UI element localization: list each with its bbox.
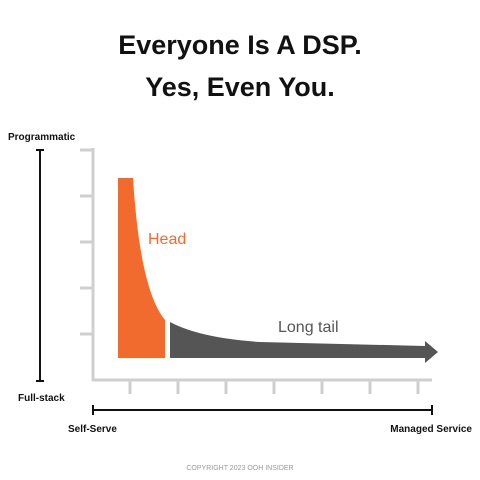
x-right-label: Managed Service: [390, 424, 472, 435]
title-line: Everyone Is A DSP.: [118, 30, 362, 60]
chart-frame: [80, 148, 432, 394]
tail-label: Long tail: [278, 319, 339, 336]
head-label: Head: [148, 231, 186, 248]
head-area: [118, 178, 165, 358]
title-line: Yes, Even You.: [145, 72, 335, 102]
tail-area: [170, 322, 438, 363]
y-bottom-label: Full-stack: [18, 393, 65, 404]
y-top-label: Programmatic: [8, 132, 76, 143]
x-left-label: Self-Serve: [68, 424, 117, 435]
copyright: COPYRIGHT 2023 OOH INSIDER: [186, 465, 293, 472]
